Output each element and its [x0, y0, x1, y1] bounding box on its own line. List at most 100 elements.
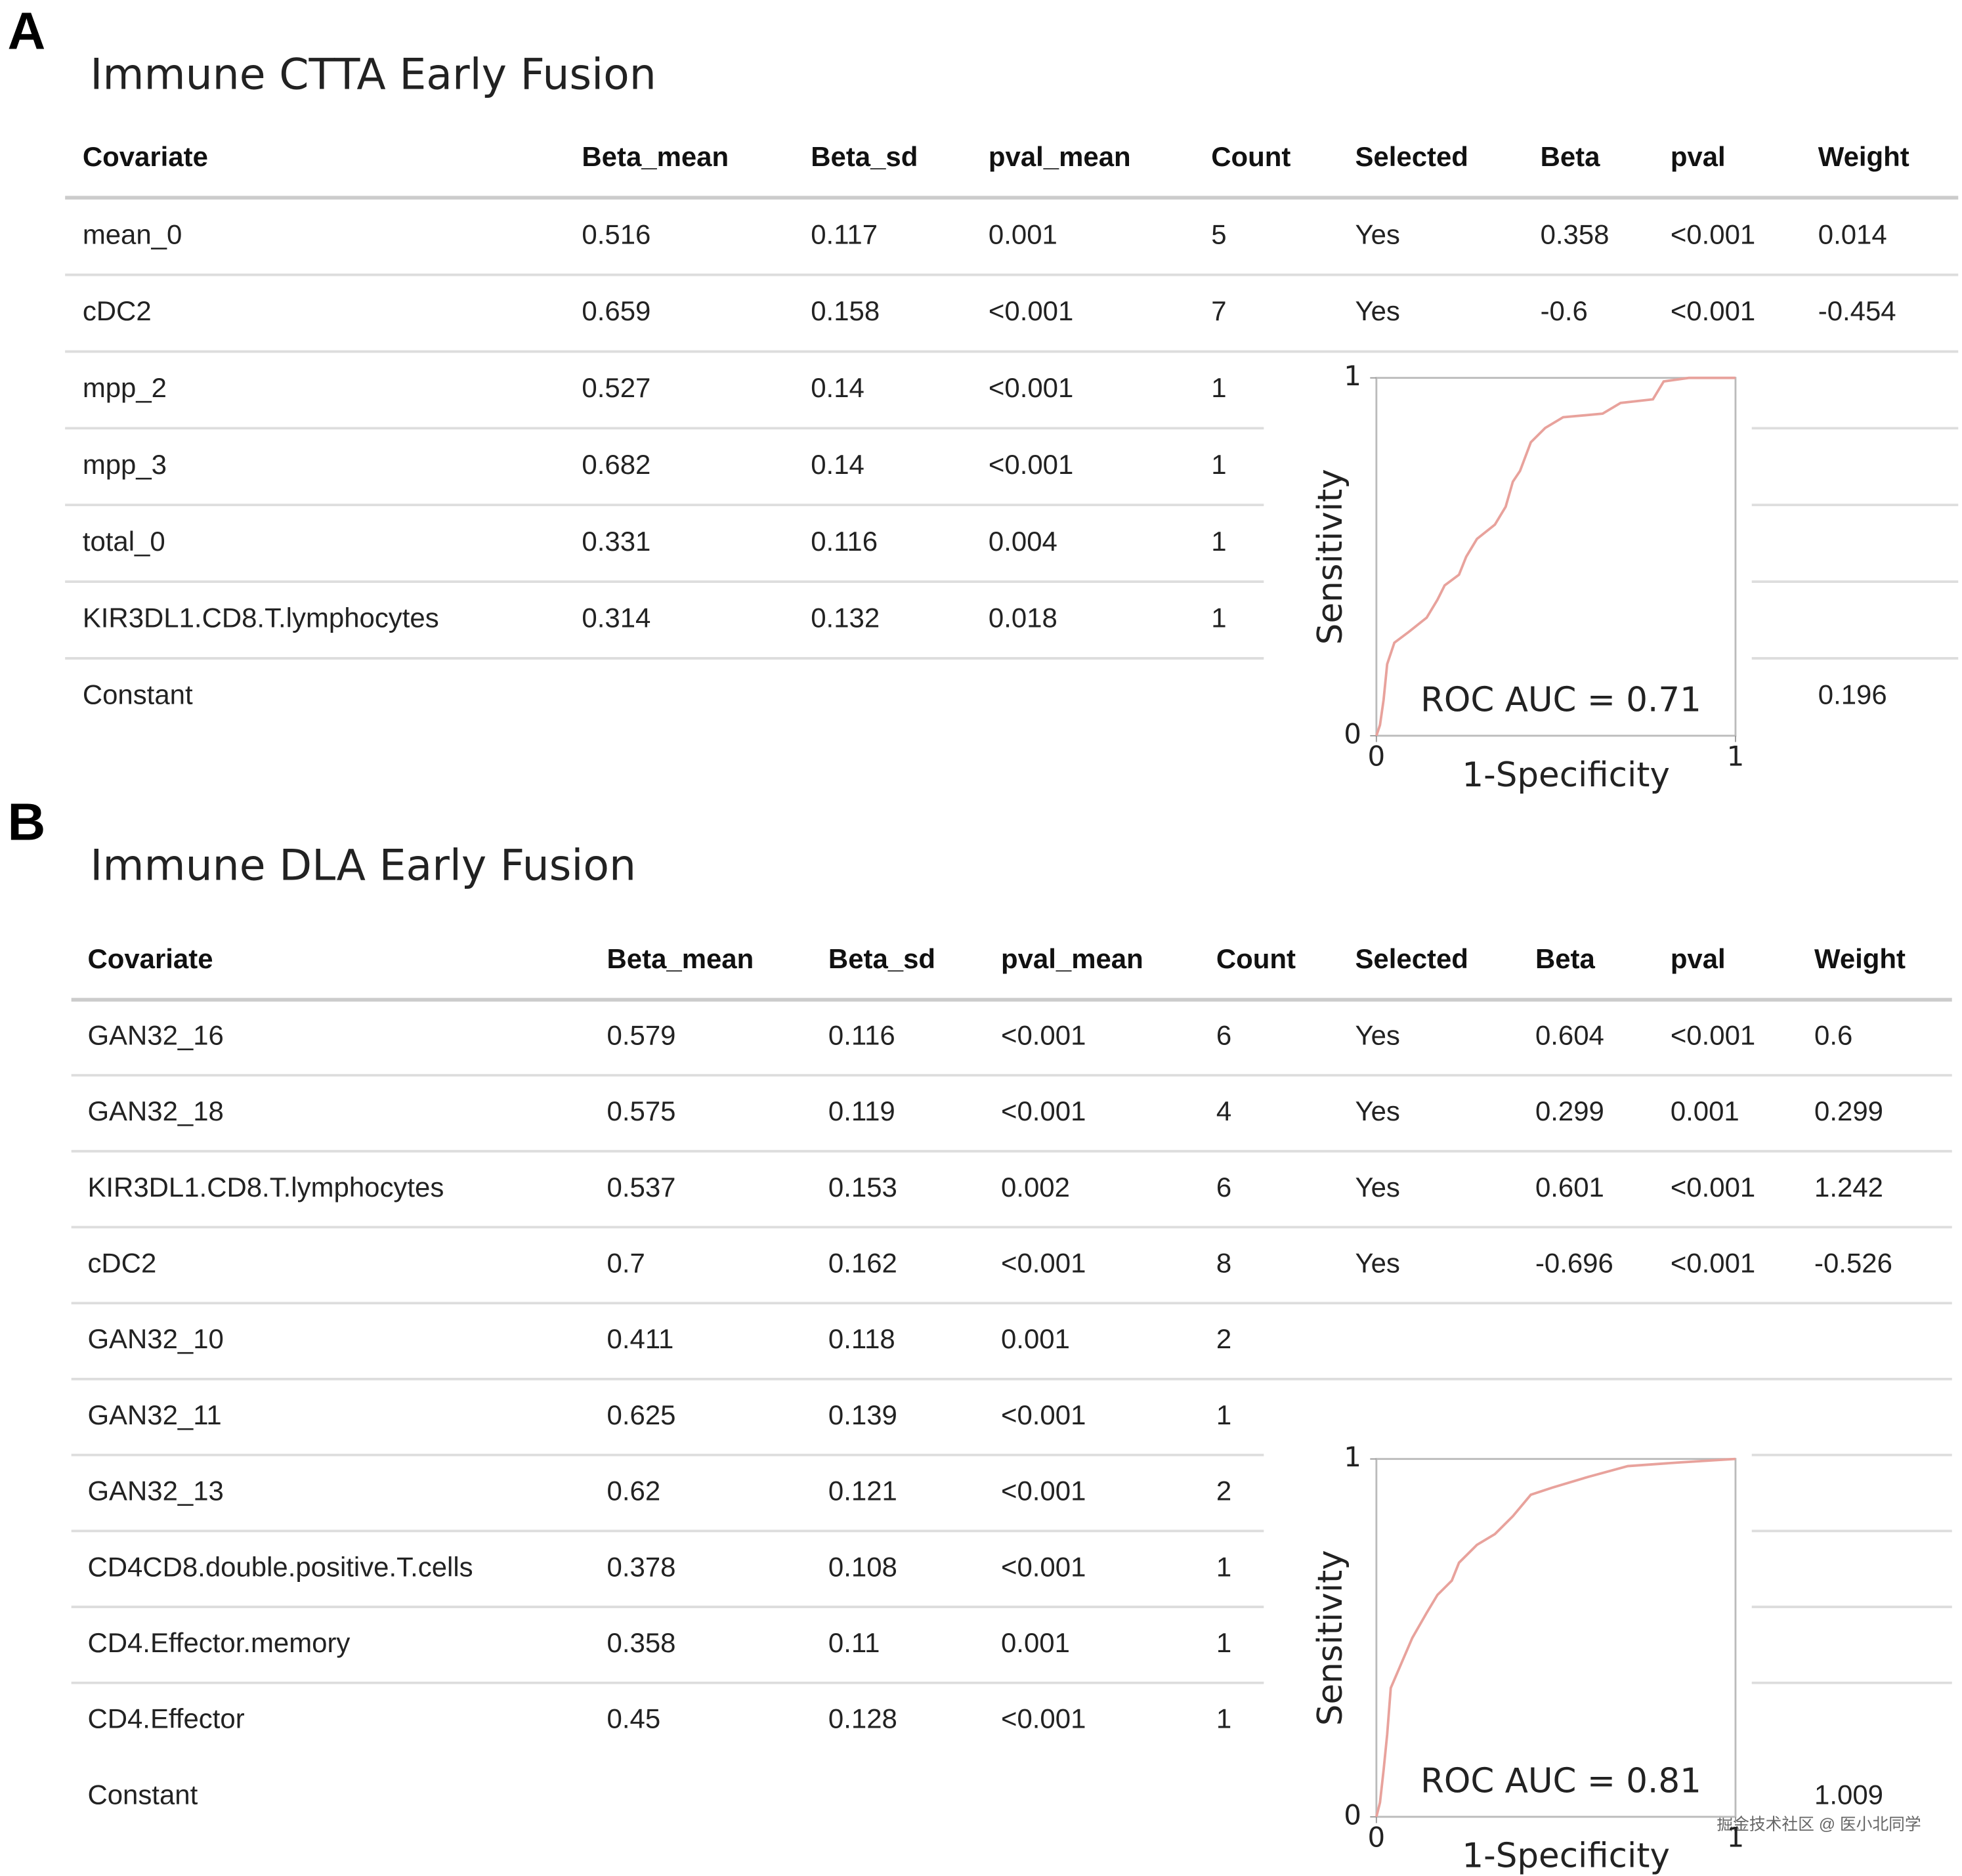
- table-cell: 1: [1211, 449, 1226, 480]
- column-header: Selected: [1355, 943, 1468, 974]
- table-cell: 0.537: [607, 1172, 676, 1203]
- auc-annotation: ROC AUC = 0.71: [1420, 680, 1701, 719]
- table-cell: -0.454: [1818, 295, 1896, 326]
- table-cell: 1.009: [1814, 1779, 1883, 1810]
- table-cell: <0.001: [1001, 1551, 1086, 1582]
- table-cell: 1: [1211, 526, 1226, 557]
- panel-title: Immune DLA Early Fusion: [90, 841, 636, 890]
- table-cell: GAN32_10: [87, 1323, 223, 1354]
- table-cell: <0.001: [989, 449, 1073, 480]
- y-tick-label: 0: [1344, 1799, 1361, 1831]
- table-cell: 0.132: [811, 603, 880, 633]
- table-cell: <0.001: [989, 372, 1073, 403]
- watermark: 掘金技术社区 @ 医小北同学: [1717, 1816, 1921, 1834]
- table-cell: cDC2: [83, 295, 152, 326]
- table-cell: 1: [1216, 1627, 1231, 1658]
- x-tick-label: 0: [1368, 740, 1386, 773]
- table-cell: KIR3DL1.CD8.T.lymphocytes: [83, 603, 439, 633]
- table-cell: Yes: [1355, 1172, 1399, 1203]
- table-cell: 0.158: [811, 295, 880, 326]
- x-tick-label: 1: [1727, 1822, 1745, 1854]
- table-cell: 0.001: [1001, 1323, 1070, 1354]
- table-cell: 0.001: [1001, 1627, 1070, 1658]
- table-cell: 1: [1216, 1399, 1231, 1430]
- column-header: Beta_sd: [811, 141, 918, 172]
- column-header: Beta: [1535, 943, 1596, 974]
- column-header: Weight: [1814, 943, 1906, 974]
- table-cell: GAN32_18: [87, 1096, 223, 1126]
- y-axis-label: Sensitivity: [1311, 469, 1350, 645]
- table-cell: 5: [1211, 219, 1226, 249]
- x-tick-label: 1: [1727, 740, 1745, 773]
- table-cell: 1: [1211, 603, 1226, 633]
- column-header: Beta: [1541, 141, 1601, 172]
- table-cell: Yes: [1355, 1247, 1399, 1278]
- table-cell: CD4CD8.double.positive.T.cells: [87, 1551, 473, 1582]
- column-header: Selected: [1355, 141, 1468, 172]
- table-cell: cDC2: [87, 1247, 156, 1278]
- table-cell: 1: [1216, 1551, 1231, 1582]
- table-cell: 0.625: [607, 1399, 676, 1430]
- table-cell: 0.299: [1535, 1096, 1604, 1126]
- table-cell: Yes: [1355, 1019, 1399, 1050]
- table-cell: Constant: [87, 1779, 198, 1810]
- table-cell: 6: [1216, 1172, 1231, 1203]
- y-tick-label: 0: [1344, 717, 1361, 750]
- table-cell: Yes: [1355, 1096, 1399, 1126]
- table-cell: 0.14: [811, 449, 864, 480]
- table-cell: 6: [1216, 1019, 1231, 1050]
- table-cell: 0.7: [607, 1247, 645, 1278]
- table-cell: 0.62: [607, 1476, 661, 1506]
- plot-frame: [1375, 377, 1737, 737]
- table-cell: 0.527: [582, 372, 650, 403]
- table-cell: GAN32_16: [87, 1019, 223, 1050]
- table-cell: 0.001: [989, 219, 1057, 249]
- table-cell: 0.11: [828, 1627, 880, 1658]
- roc-curve: [1375, 376, 1736, 736]
- table-cell: Yes: [1355, 219, 1399, 249]
- table-cell: <0.001: [1001, 1399, 1086, 1430]
- panel-label: A: [7, 2, 45, 60]
- table-cell: 0.001: [1671, 1096, 1739, 1126]
- table-cell: 0.116: [811, 526, 878, 557]
- table-cell: 0.196: [1818, 679, 1887, 710]
- table-cell: 4: [1216, 1096, 1231, 1126]
- table-cell: <0.001: [1671, 1019, 1755, 1050]
- table-cell: 0.601: [1535, 1172, 1604, 1203]
- table-cell: 2: [1216, 1323, 1231, 1354]
- table-cell: <0.001: [1671, 219, 1755, 249]
- column-header: Weight: [1818, 141, 1909, 172]
- auc-annotation: ROC AUC = 0.81: [1420, 1761, 1701, 1801]
- y-tick-label: 1: [1344, 360, 1361, 392]
- x-tick-label: 0: [1368, 1822, 1386, 1854]
- table-cell: -0.526: [1814, 1247, 1892, 1278]
- table-cell: 1.242: [1814, 1172, 1883, 1203]
- table-cell: mpp_3: [83, 449, 167, 480]
- plot-frame: [1375, 1458, 1737, 1818]
- x-axis-label: 1-Specificity: [1462, 1837, 1669, 1876]
- table-cell: 0.358: [1541, 219, 1610, 249]
- roc-curve: [1375, 1457, 1736, 1818]
- table-cell: 0.14: [811, 372, 864, 403]
- table-cell: 0.116: [828, 1019, 895, 1050]
- column-header: pval_mean: [989, 141, 1131, 172]
- table-cell: -0.6: [1541, 295, 1588, 326]
- table-cell: GAN32_11: [87, 1399, 221, 1430]
- table-cell: mpp_2: [83, 372, 167, 403]
- table-cell: Constant: [83, 679, 193, 710]
- table-cell: mean_0: [83, 219, 182, 249]
- table-cell: <0.001: [1001, 1476, 1086, 1506]
- table-cell: 0.682: [582, 449, 650, 480]
- table-cell: <0.001: [1671, 1172, 1755, 1203]
- panel-title: Immune CTTA Early Fusion: [90, 51, 656, 100]
- table-cell: 0.121: [828, 1476, 897, 1506]
- table-cell: 0.117: [811, 219, 878, 249]
- table-cell: <0.001: [1001, 1247, 1086, 1278]
- y-axis-label: Sensitivity: [1311, 1550, 1350, 1726]
- table-cell: 0.004: [989, 526, 1057, 557]
- table-cell: 0.6: [1814, 1019, 1852, 1050]
- column-header: Count: [1211, 141, 1290, 172]
- table-cell: <0.001: [1001, 1019, 1086, 1050]
- table-cell: 1: [1211, 372, 1226, 403]
